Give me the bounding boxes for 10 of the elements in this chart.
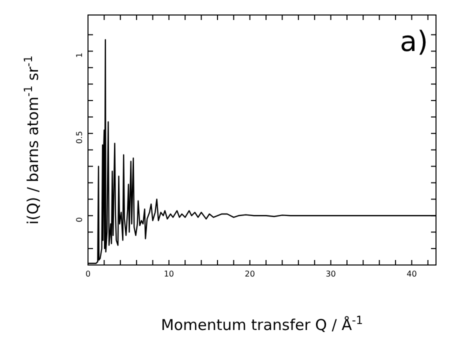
x-tick-label: 10 xyxy=(164,270,174,279)
y-tick-label: 1 xyxy=(75,52,84,58)
y-tick-label: 0.5 xyxy=(75,131,84,144)
annotation: a) xyxy=(400,25,428,58)
x-axis-title: Momentum transfer Q / Å$^{-1}$ xyxy=(160,314,364,334)
x-tick-label: 40 xyxy=(406,270,417,279)
x-tick-label: 20 xyxy=(244,270,255,279)
x-tick-label: 0 xyxy=(85,270,91,279)
x-tick-label: 30 xyxy=(326,270,336,279)
y-tick-label: 0 xyxy=(75,217,84,222)
